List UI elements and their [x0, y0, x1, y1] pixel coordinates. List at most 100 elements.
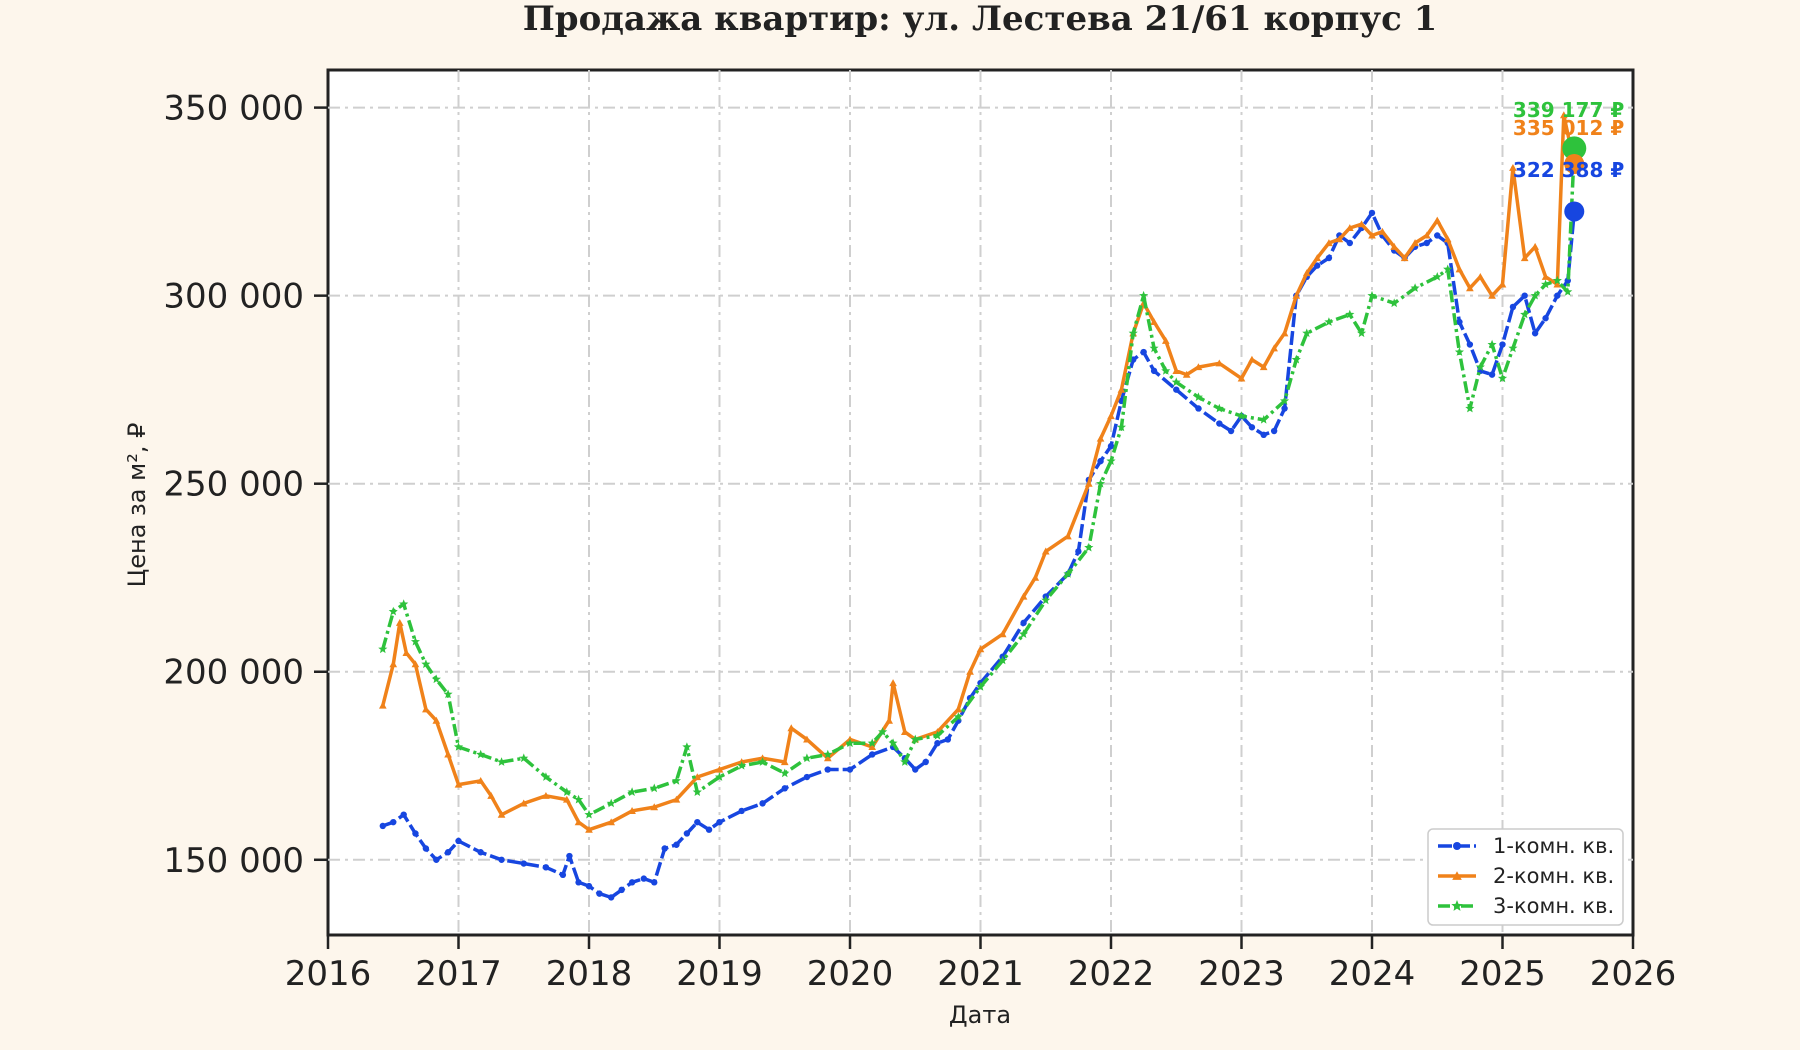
data-point: [433, 856, 440, 863]
data-point: [1107, 442, 1115, 450]
data-point: [390, 818, 397, 826]
data-point: [780, 758, 789, 766]
legend-label: 2-комн. кв.: [1493, 864, 1614, 888]
data-point: [998, 630, 1007, 638]
data-point: [737, 761, 747, 770]
data-point: [421, 659, 431, 669]
data-point: [954, 705, 963, 713]
data-point: [453, 742, 464, 751]
data-point: [1259, 415, 1269, 424]
data-point: [519, 753, 529, 763]
data-point: [1443, 235, 1452, 243]
data-point: [574, 794, 584, 804]
data-point: [1509, 163, 1517, 171]
x-tick-label: 2018: [546, 954, 633, 994]
data-point: [1313, 254, 1322, 262]
data-point: [1064, 532, 1072, 540]
data-point: [780, 768, 790, 778]
data-point: [781, 785, 788, 792]
end-value-label: 339 177 ₽: [1513, 98, 1624, 122]
data-point: [1422, 231, 1431, 239]
data-point: [922, 758, 929, 766]
data-point: [1041, 595, 1051, 605]
data-point: [566, 852, 573, 860]
data-point: [1466, 341, 1474, 348]
data-point: [867, 738, 877, 748]
data-point: [1248, 424, 1256, 431]
data-point: [885, 716, 893, 724]
data-point: [498, 856, 505, 863]
data-point: [1182, 370, 1191, 378]
x-tick-label: 2021: [937, 954, 1024, 994]
x-tick-label: 2016: [285, 954, 372, 994]
data-point: [1302, 328, 1312, 338]
data-point: [1541, 273, 1550, 280]
data-point: [1476, 273, 1485, 280]
data-point: [1530, 290, 1540, 300]
data-point: [1325, 239, 1333, 247]
data-point: [1499, 341, 1506, 348]
data-point: [1019, 592, 1028, 600]
data-point: [541, 772, 551, 781]
data-point: [683, 830, 691, 837]
data-point: [1475, 362, 1485, 371]
data-point: [1553, 280, 1562, 288]
data-point: [454, 780, 463, 788]
data-point: [802, 753, 812, 763]
data-point: [953, 712, 963, 721]
data-point: [575, 879, 582, 886]
data-point: [487, 792, 495, 799]
data-point: [758, 757, 768, 766]
legend-label: 3-комн. кв.: [1493, 894, 1614, 918]
data-point: [400, 811, 407, 818]
data-point: [585, 882, 593, 890]
x-tick-label: 2025: [1459, 954, 1546, 994]
data-point: [559, 871, 567, 879]
data-point: [705, 826, 713, 833]
data-point: [1106, 456, 1116, 465]
data-point: [714, 772, 725, 781]
data-point: [1259, 363, 1268, 371]
data-point: [1520, 254, 1529, 262]
data-point: [1345, 309, 1355, 319]
data-point: [1346, 239, 1354, 247]
data-point: [1509, 303, 1517, 311]
data-point: [1410, 283, 1420, 292]
data-point: [682, 742, 692, 751]
data-point: [1498, 280, 1507, 288]
data-point: [412, 830, 419, 837]
data-point: [715, 765, 724, 773]
data-point: [692, 787, 702, 796]
data-point: [1552, 275, 1562, 285]
data-point: [1280, 396, 1290, 405]
data-point: [1454, 347, 1464, 356]
data-point: [1195, 405, 1202, 412]
end-labels: 339 177 ₽335 012 ₽ 322 388 ₽: [1513, 98, 1624, 222]
data-point: [1497, 373, 1508, 383]
data-point: [444, 750, 452, 758]
data-point: [716, 818, 723, 826]
data-point: [932, 730, 942, 740]
data-point: [627, 787, 637, 796]
data-point: [787, 724, 796, 732]
series-line: [381, 113, 1577, 832]
legend-marker: [1452, 871, 1462, 880]
data-point: [1172, 367, 1181, 374]
data-point: [1434, 232, 1441, 239]
data-point: [845, 738, 855, 748]
data-point: [1084, 479, 1093, 487]
data-point: [1325, 254, 1333, 262]
data-point: [431, 674, 441, 684]
data-point: [1270, 344, 1278, 352]
y-tick-label: 300 000: [163, 277, 304, 317]
data-point: [1465, 403, 1475, 413]
data-point: [803, 773, 811, 781]
data-point: [1041, 547, 1050, 555]
data-point: [1368, 209, 1376, 217]
data-point: [1520, 309, 1530, 319]
data-point: [628, 879, 636, 886]
data-point: [455, 837, 462, 845]
series-2: [378, 111, 1579, 833]
data-point: [1367, 290, 1377, 300]
